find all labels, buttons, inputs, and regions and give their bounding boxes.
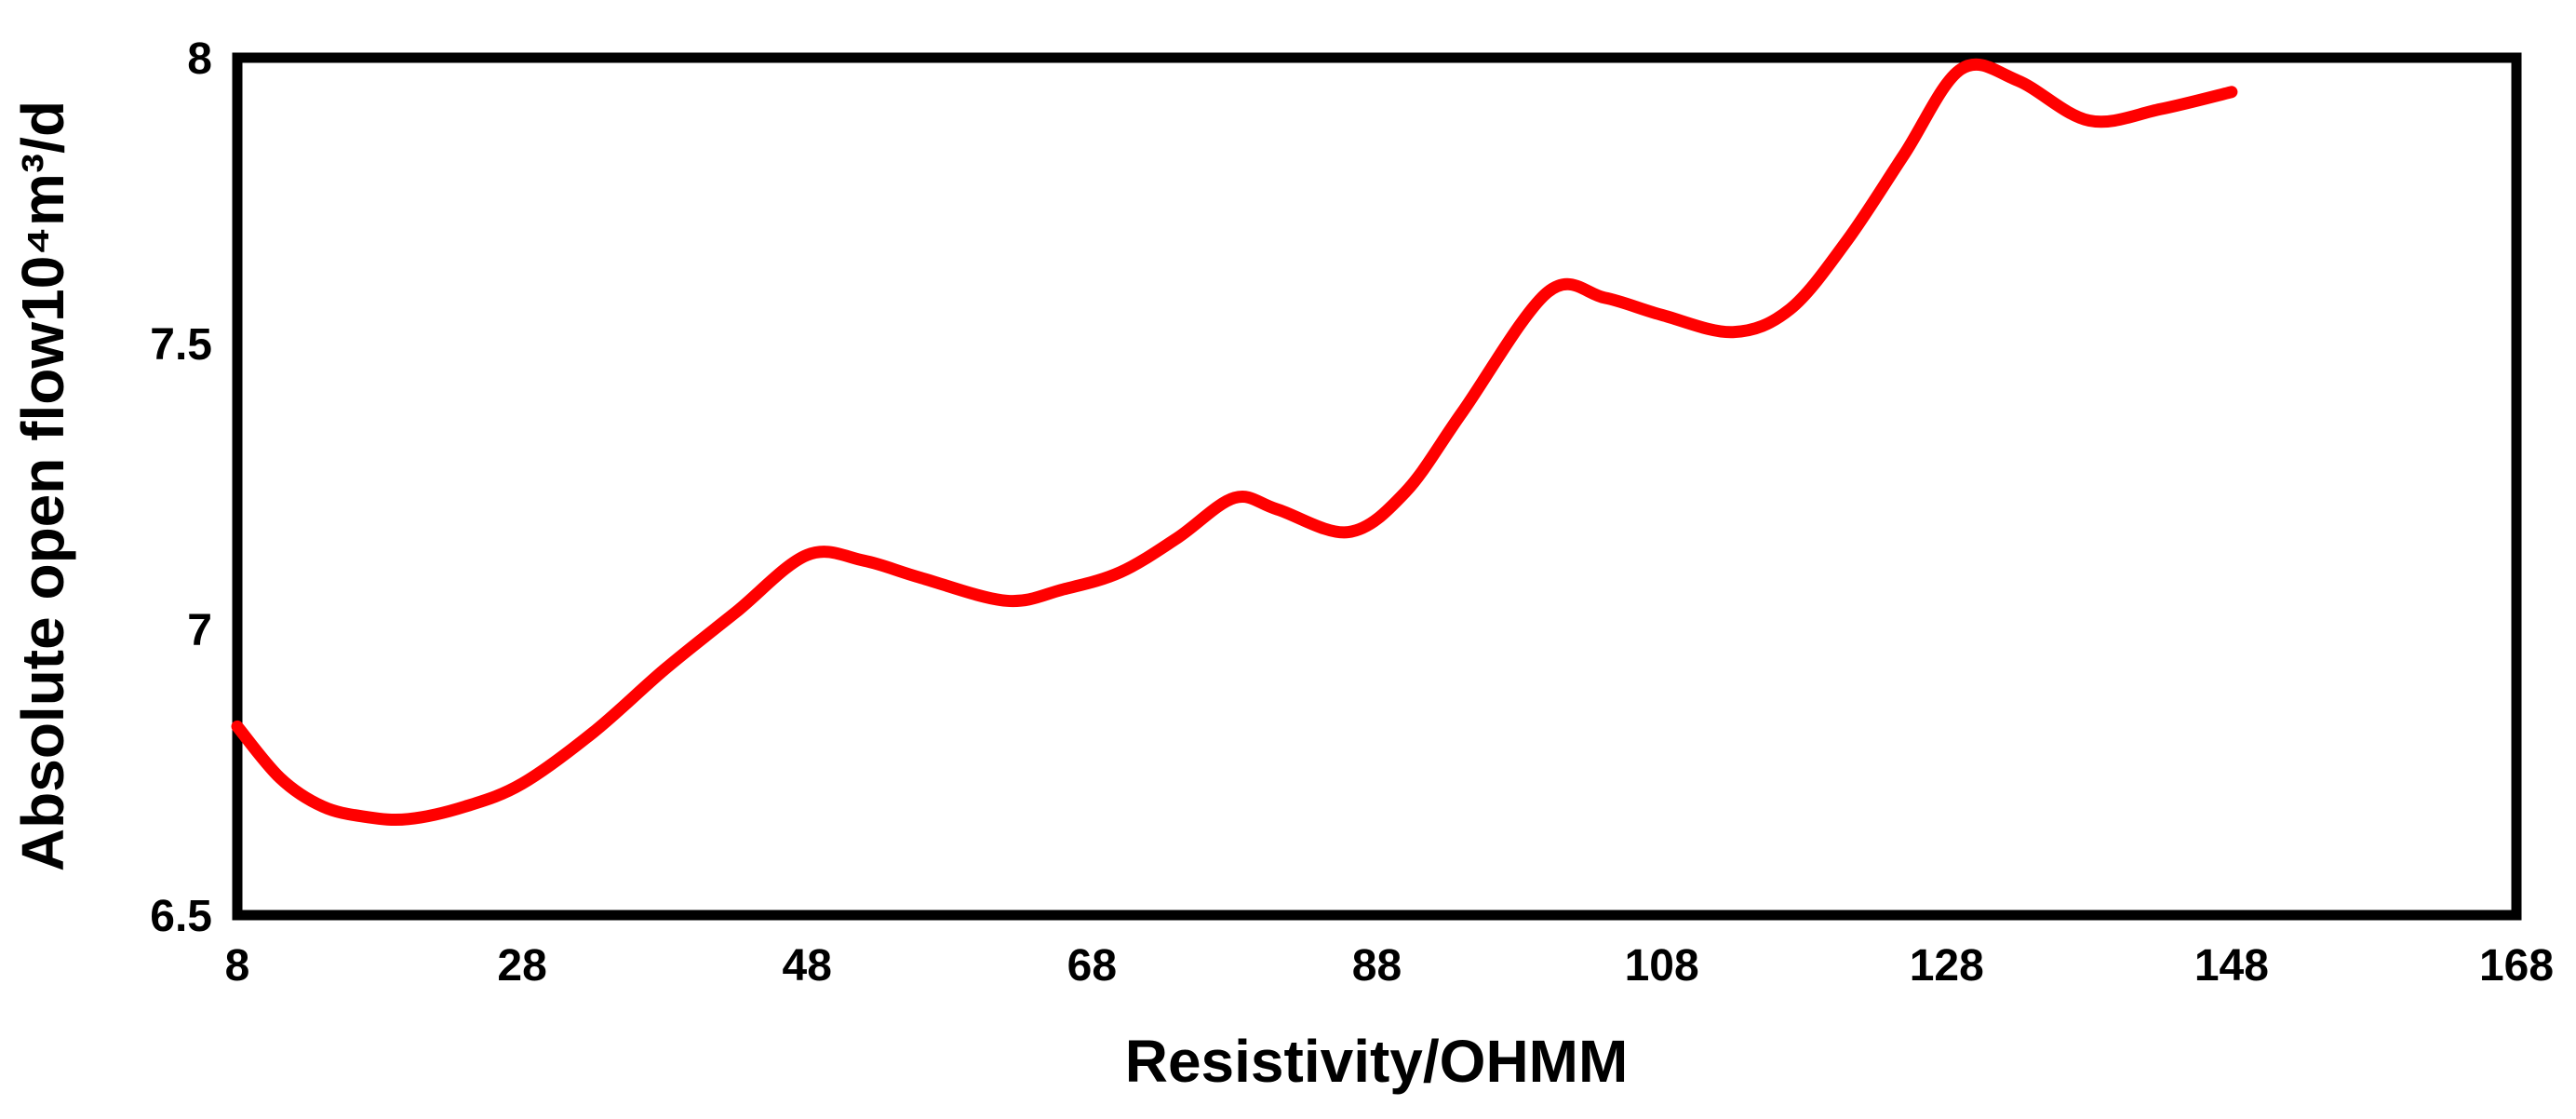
series-line [231,58,2238,827]
plot-border [232,52,2522,921]
x-tick-label: 128 [1910,941,1984,991]
x-axis-tick-labels: 8 28 48 68 88 108 128 148 168 [225,941,2554,991]
x-tick-label: 68 [1067,941,1117,991]
x-tick-label: 8 [225,941,250,991]
y-tick-label: 8 [187,34,212,84]
y-axis-title: Absolute open flow10⁴m³/d [9,101,76,871]
x-tick-label: 148 [2194,941,2269,991]
x-tick-label: 48 [783,941,832,991]
x-axis-title: Resistivity/OHMM [1125,1028,1629,1095]
x-tick-label: 88 [1352,941,1402,991]
y-tick-label: 7 [187,606,212,655]
y-axis-tick-labels: 6.5 7 7.5 8 [150,34,212,941]
y-tick-label: 7.5 [150,320,212,370]
x-tick-label: 108 [1625,941,1699,991]
y-tick-label: 6.5 [150,892,212,941]
x-tick-label: 168 [2479,941,2554,991]
x-tick-label: 28 [497,941,546,991]
